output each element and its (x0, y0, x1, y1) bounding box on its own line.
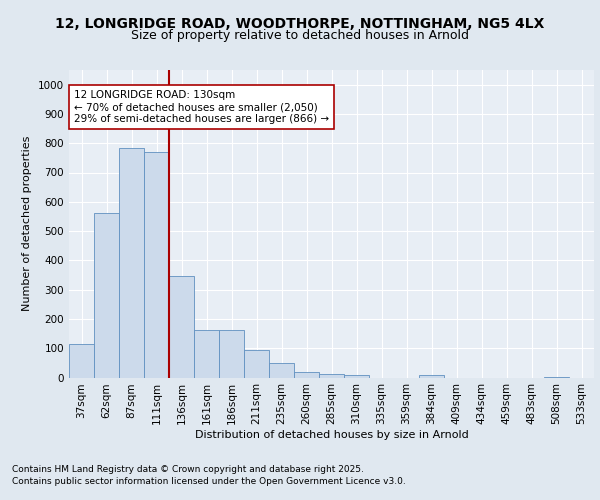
Bar (269, 363, 294, 378)
Text: Contains public sector information licensed under the Open Government Licence v3: Contains public sector information licen… (12, 476, 406, 486)
Bar (244, 350, 269, 378)
Text: 12 LONGRIDGE ROAD: 130sqm
← 70% of detached houses are smaller (2,050)
29% of se: 12 LONGRIDGE ROAD: 130sqm ← 70% of detac… (74, 90, 329, 124)
Bar (419, 374, 444, 378)
Bar (69, 344, 94, 378)
Text: 12, LONGRIDGE ROAD, WOODTHORPE, NOTTINGHAM, NG5 4LX: 12, LONGRIDGE ROAD, WOODTHORPE, NOTTINGH… (55, 17, 545, 31)
Y-axis label: Number of detached properties: Number of detached properties (22, 136, 32, 312)
Text: Contains HM Land Registry data © Crown copyright and database right 2025.: Contains HM Land Registry data © Crown c… (12, 466, 364, 474)
Text: Size of property relative to detached houses in Arnold: Size of property relative to detached ho… (131, 28, 469, 42)
Bar (194, 330, 219, 378)
Bar (319, 374, 344, 378)
Bar (219, 330, 244, 378)
Bar (119, 148, 144, 378)
Bar (94, 213, 119, 378)
Bar (344, 374, 369, 378)
Bar (544, 376, 569, 378)
Bar (294, 372, 319, 378)
Bar (144, 152, 169, 378)
X-axis label: Distribution of detached houses by size in Arnold: Distribution of detached houses by size … (194, 430, 469, 440)
Bar (169, 276, 194, 378)
